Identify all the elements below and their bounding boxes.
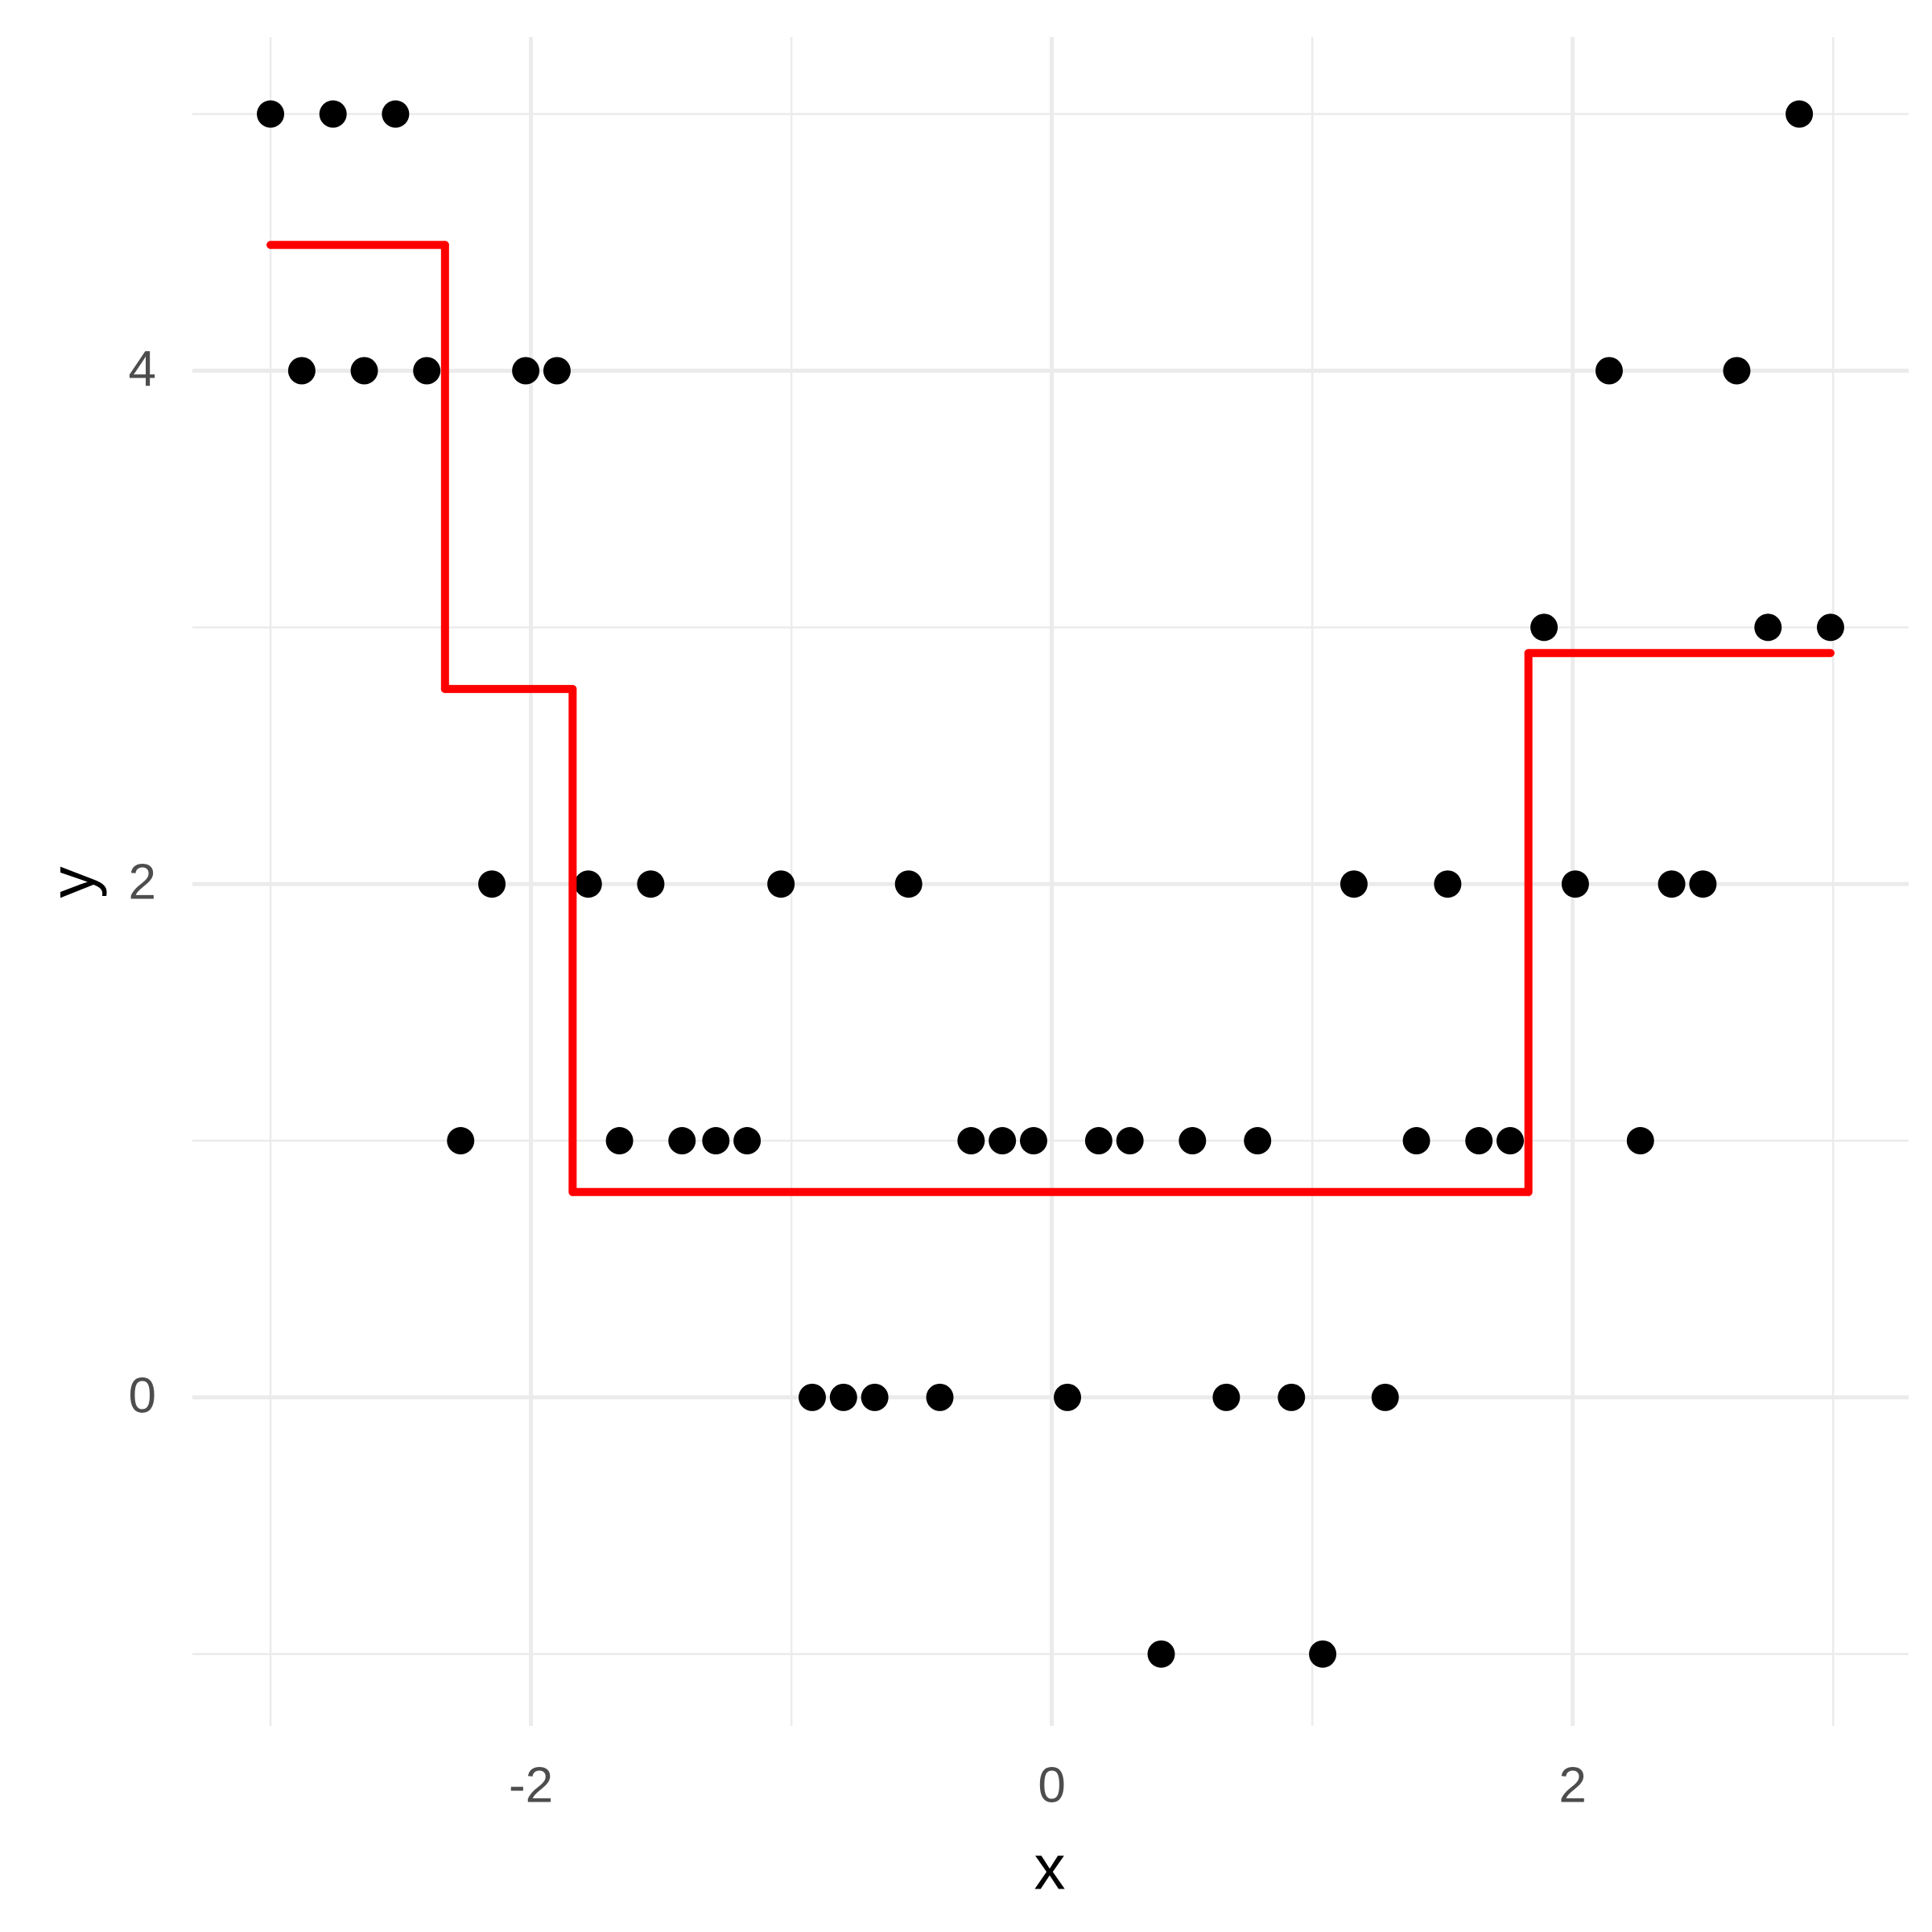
point bbox=[767, 870, 795, 898]
point bbox=[478, 870, 506, 898]
point bbox=[447, 1127, 475, 1155]
point bbox=[1496, 1127, 1525, 1155]
point bbox=[1309, 1640, 1337, 1668]
point bbox=[1754, 613, 1782, 642]
point bbox=[1657, 870, 1686, 898]
point bbox=[1434, 870, 1462, 898]
point bbox=[829, 1383, 857, 1411]
point bbox=[702, 1127, 730, 1155]
point bbox=[319, 100, 347, 128]
point bbox=[1244, 1127, 1272, 1155]
point bbox=[668, 1127, 696, 1155]
point bbox=[1689, 870, 1717, 898]
point bbox=[733, 1127, 762, 1155]
point bbox=[1530, 613, 1558, 642]
y-axis-title: y bbox=[37, 867, 108, 898]
point bbox=[605, 1127, 634, 1155]
point bbox=[1595, 357, 1623, 385]
point bbox=[1212, 1383, 1241, 1411]
point bbox=[1816, 613, 1844, 642]
point bbox=[926, 1383, 954, 1411]
point bbox=[574, 870, 602, 898]
point bbox=[1019, 1127, 1047, 1155]
y-tick-label: 0 bbox=[129, 1368, 156, 1423]
point bbox=[413, 357, 441, 385]
point bbox=[350, 357, 378, 385]
point bbox=[637, 870, 665, 898]
x-tick-label: -2 bbox=[509, 1757, 553, 1813]
point bbox=[1785, 100, 1814, 128]
point bbox=[957, 1127, 985, 1155]
point bbox=[798, 1383, 826, 1411]
point bbox=[287, 357, 316, 385]
x-tick-label: 0 bbox=[1038, 1757, 1065, 1813]
point bbox=[1402, 1127, 1430, 1155]
point bbox=[1561, 870, 1589, 898]
point bbox=[382, 100, 410, 128]
point bbox=[1116, 1127, 1144, 1155]
point bbox=[257, 100, 285, 128]
point bbox=[894, 870, 923, 898]
point bbox=[989, 1127, 1017, 1155]
point bbox=[1147, 1640, 1175, 1668]
point bbox=[1626, 1127, 1654, 1155]
x-axis-title: x bbox=[1034, 1832, 1066, 1903]
point bbox=[1084, 1127, 1113, 1155]
point bbox=[543, 357, 571, 385]
y-tick-label: 2 bbox=[129, 855, 156, 910]
x-tick-label: 2 bbox=[1558, 1757, 1586, 1813]
point bbox=[861, 1383, 889, 1411]
point bbox=[1340, 870, 1368, 898]
point bbox=[1054, 1383, 1082, 1411]
point bbox=[1723, 357, 1751, 385]
point bbox=[1371, 1383, 1399, 1411]
point bbox=[1465, 1127, 1493, 1155]
point bbox=[1278, 1383, 1306, 1411]
point bbox=[1179, 1127, 1207, 1155]
y-tick-label: 4 bbox=[129, 341, 156, 397]
point bbox=[512, 357, 540, 385]
